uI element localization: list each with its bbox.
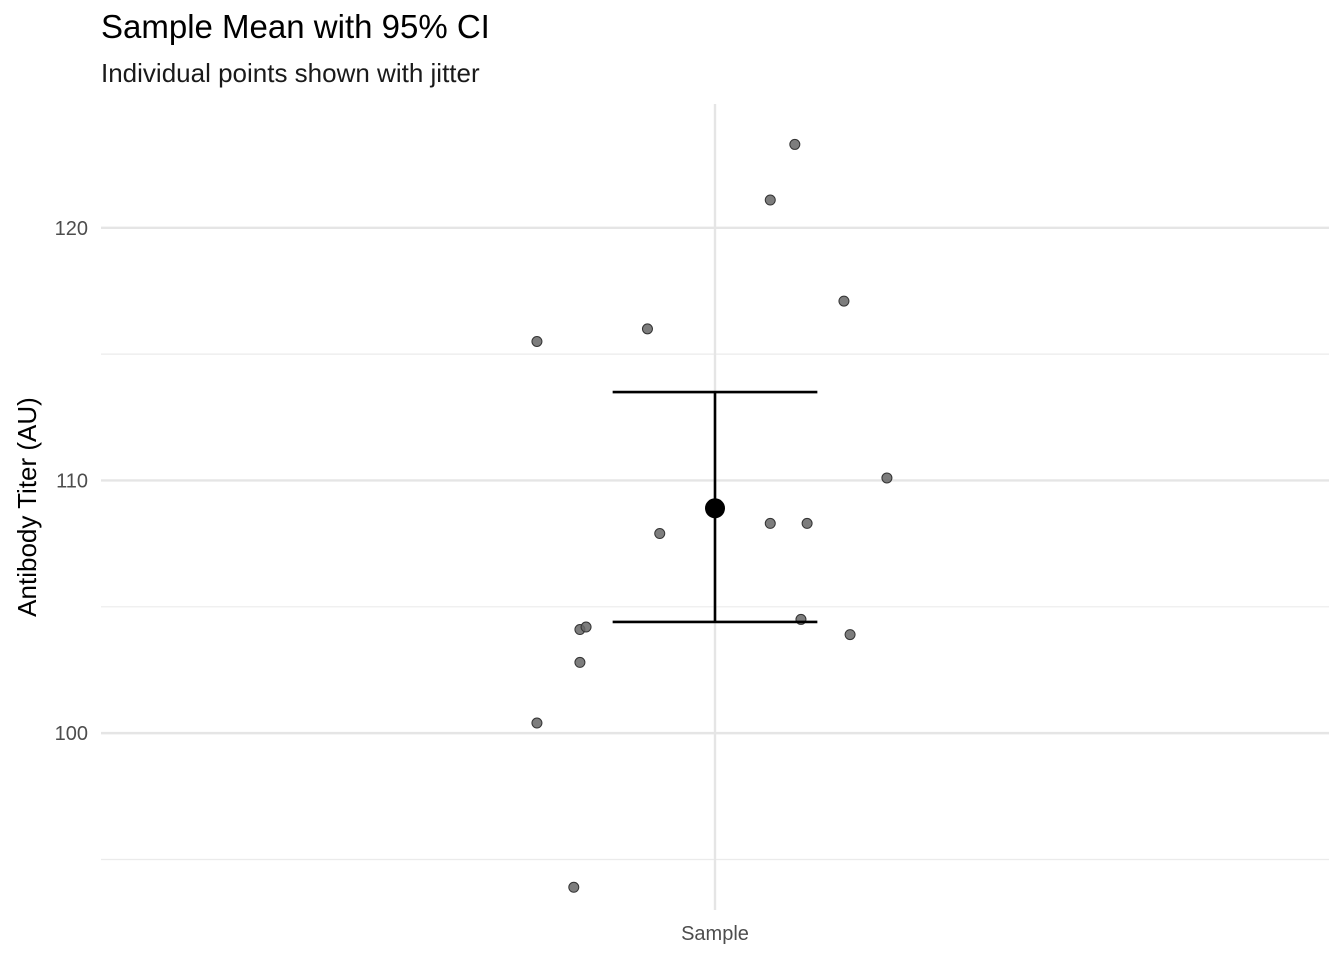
data-point — [531, 336, 543, 348]
y-tick-label: 100 — [55, 723, 88, 745]
y-tick-label: 110 — [56, 470, 88, 492]
mean-point — [705, 498, 725, 519]
y-axis-title: Antibody Titer (AU) — [12, 397, 42, 617]
y-axis-ticks: 100 110 120 — [55, 218, 88, 745]
x-tick-label: Sample — [681, 923, 749, 945]
x-axis-ticks: Sample — [681, 923, 749, 945]
data-point — [654, 528, 666, 540]
data-point — [801, 517, 813, 529]
data-point — [881, 472, 893, 484]
data-point — [580, 621, 592, 633]
data-point — [764, 517, 776, 529]
data-point — [574, 656, 586, 668]
data-point — [844, 629, 856, 641]
data-points — [531, 138, 893, 893]
data-point — [789, 138, 801, 150]
data-point — [764, 194, 776, 206]
y-tick-label: 120 — [55, 218, 88, 240]
chart-subtitle: Individual points shown with jitter — [101, 58, 480, 88]
data-point — [641, 323, 653, 335]
data-point — [838, 295, 850, 307]
data-point — [568, 881, 580, 893]
chart-title: Sample Mean with 95% CI — [101, 8, 490, 45]
mean-ci-summary — [612, 390, 818, 624]
data-point — [531, 717, 543, 729]
